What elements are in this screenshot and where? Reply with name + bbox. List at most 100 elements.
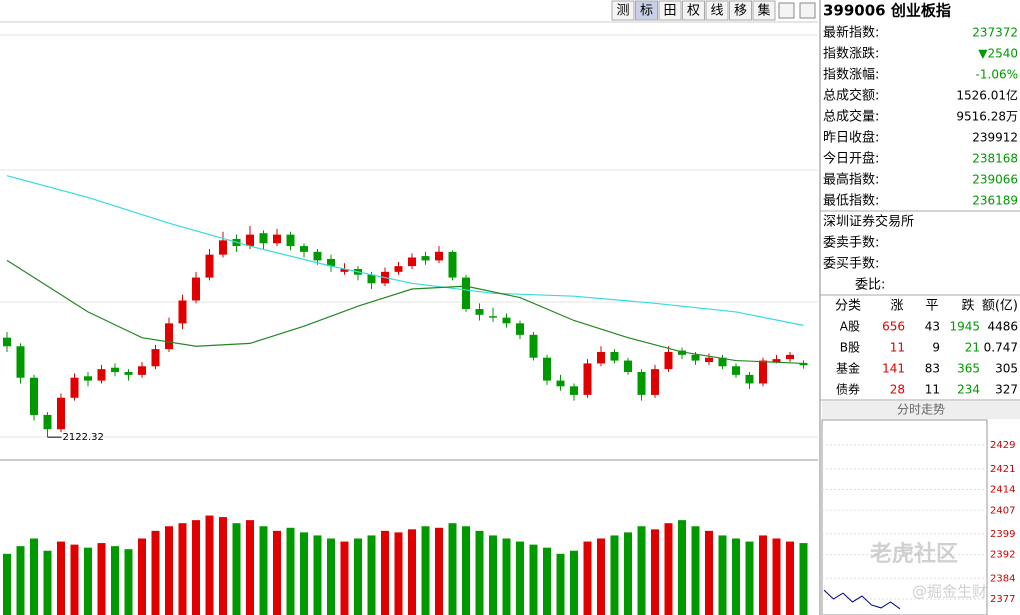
volume-bar xyxy=(70,544,79,615)
stats-cell: 11 xyxy=(890,341,905,355)
volume-bar xyxy=(340,541,349,615)
candle-body xyxy=(678,350,686,355)
watermark: @掘金生财 xyxy=(912,583,987,601)
volume-bar xyxy=(745,541,754,615)
candle-body xyxy=(489,316,497,318)
candle-body xyxy=(435,251,443,261)
y-tick-label: 2414 xyxy=(990,485,1015,496)
quote-label: 最高指数: xyxy=(823,172,879,188)
volume-bar xyxy=(3,553,11,615)
toolbar-button[interactable] xyxy=(752,0,776,21)
y-tick-label: 2421 xyxy=(990,464,1015,475)
volume-bar xyxy=(637,526,646,615)
candle-body xyxy=(570,386,578,395)
volume-bar xyxy=(732,538,740,615)
candle-body xyxy=(529,334,538,358)
toolbar-button[interactable] xyxy=(635,0,658,21)
volume-bar xyxy=(556,553,565,615)
stats-header: 额(亿) xyxy=(982,299,1018,314)
candle-body xyxy=(16,346,25,378)
candle-body xyxy=(637,372,646,395)
quote-label: 昨日收盘: xyxy=(823,130,879,146)
volume-bar xyxy=(759,535,767,615)
candle-body xyxy=(691,354,700,361)
toolbar-icon[interactable] xyxy=(778,2,795,19)
volume-bar xyxy=(570,550,578,615)
stats-cell: B股 xyxy=(840,341,860,355)
volume-bar xyxy=(448,523,457,615)
volume-bar xyxy=(367,535,376,615)
quote-title: 399006 创业板指 xyxy=(823,2,951,20)
candle-body xyxy=(664,351,673,370)
stats-cell: 9 xyxy=(932,341,940,355)
volume-bar xyxy=(327,538,335,615)
volume-bar xyxy=(354,538,362,615)
order-label: 委比: xyxy=(855,278,885,293)
stats-cell: A股 xyxy=(840,320,860,334)
quote-label: 总成交量: xyxy=(823,109,879,125)
stats-cell: 21 xyxy=(965,341,980,355)
volume-bar xyxy=(502,538,511,615)
quote-value: 237372 xyxy=(972,26,1018,40)
order-label: 委买手数: xyxy=(823,257,879,272)
candle-body xyxy=(138,366,146,375)
volume-bar xyxy=(178,523,187,615)
toolbar-label: 权 xyxy=(687,3,700,19)
candle-body xyxy=(772,359,781,362)
stats-cell: 0.747 xyxy=(984,341,1018,355)
volume-bar xyxy=(219,517,227,615)
volume-bar xyxy=(273,530,281,615)
toolbar-button[interactable] xyxy=(658,0,682,21)
volume-bar xyxy=(435,527,443,615)
candle-body xyxy=(367,274,376,284)
toolbar-label: 测 xyxy=(616,4,629,19)
candle-body xyxy=(327,258,335,267)
candle-body xyxy=(462,277,470,310)
volume-bar xyxy=(516,541,524,615)
y-tick-label: 2392 xyxy=(990,550,1015,561)
quote-value: 239066 xyxy=(972,173,1018,187)
stats-cell: 基金 xyxy=(836,361,860,376)
y-tick-label: 2399 xyxy=(990,529,1015,540)
candle-body xyxy=(786,354,794,360)
minichart-title: 分时走势 xyxy=(897,403,945,417)
toolbar-button[interactable] xyxy=(729,0,752,21)
quote-value: 9516.28万 xyxy=(956,110,1018,124)
volume-bar xyxy=(381,530,389,615)
quote-value: 1526.01亿 xyxy=(956,88,1018,103)
candle-body xyxy=(394,266,403,272)
stats-cell: 11 xyxy=(925,383,940,397)
toolbar-button[interactable] xyxy=(611,0,635,21)
volume-bar xyxy=(583,541,592,615)
quote-label: 最新指数: xyxy=(823,25,879,41)
volume-bar xyxy=(610,535,619,615)
quote-label: 最低指数: xyxy=(823,194,879,209)
quote-label: 指数涨跌: xyxy=(823,46,879,62)
volume-bar xyxy=(705,530,713,615)
stats-cell: 365 xyxy=(957,362,980,376)
stats-cell: 234 xyxy=(957,383,980,397)
volume-bar xyxy=(192,520,200,615)
stats-header: 分类 xyxy=(835,299,861,314)
volume-bar xyxy=(232,523,241,615)
volume-bar xyxy=(408,529,416,615)
toolbar-icon[interactable] xyxy=(799,2,816,19)
toolbar-button[interactable] xyxy=(682,0,705,21)
volume-bar xyxy=(786,541,794,615)
toolbar-button[interactable] xyxy=(705,0,729,21)
candle-body xyxy=(502,317,511,324)
stats-cell: 43 xyxy=(925,320,940,334)
candle-body xyxy=(799,362,808,366)
minichart-frame xyxy=(821,419,988,615)
candle-body xyxy=(151,349,160,367)
volume-bar xyxy=(124,549,133,615)
candle-body xyxy=(705,357,713,362)
low-label: 2122.32 xyxy=(63,432,104,443)
candle-body xyxy=(165,323,173,350)
order-label: 委卖手数: xyxy=(823,236,879,251)
candle-body xyxy=(340,268,349,272)
quote-value: 238168 xyxy=(972,152,1018,166)
volume-bar xyxy=(718,535,727,615)
stats-cell: 4486 xyxy=(987,320,1018,334)
candle-body xyxy=(408,257,416,267)
